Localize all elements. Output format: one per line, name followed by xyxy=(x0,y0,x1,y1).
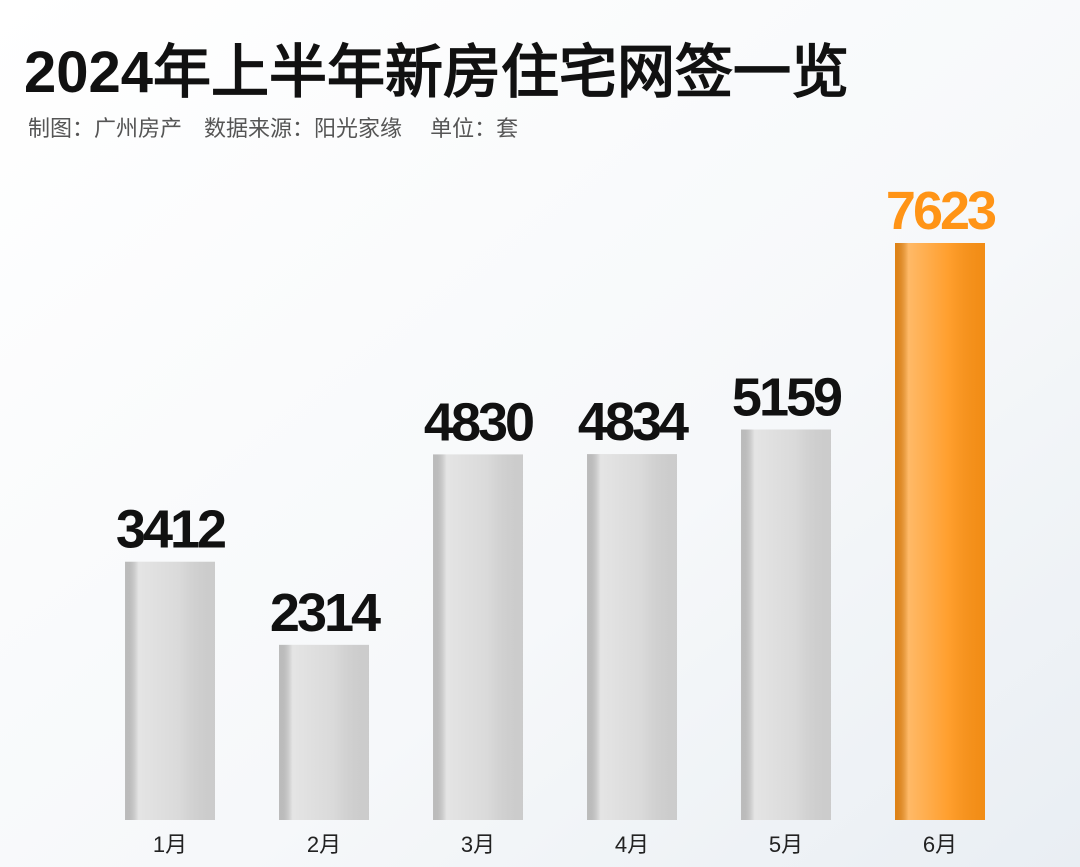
bar-shade xyxy=(433,454,523,820)
x-tick-label: 6月 xyxy=(923,832,957,857)
x-tick-label: 3月 xyxy=(461,832,495,857)
x-tick-label: 4月 xyxy=(615,832,649,857)
value-label: 5159 xyxy=(732,368,842,428)
bar-shade xyxy=(279,644,369,820)
chart-title: 2024年上半年新房住宅网签一览 xyxy=(24,40,849,105)
value-label: 7623 xyxy=(886,181,996,241)
bar-shade xyxy=(895,243,985,820)
chart-subtitle: 制图：广州房产 数据来源：阳光家缘 单位：套 xyxy=(28,116,518,141)
bar-shade xyxy=(125,561,215,820)
value-label: 4834 xyxy=(578,392,689,452)
value-label: 4830 xyxy=(424,392,533,452)
x-tick-label: 1月 xyxy=(153,832,187,857)
value-label: 2314 xyxy=(270,583,381,643)
bar-shade xyxy=(741,429,831,820)
value-label: 3412 xyxy=(116,500,225,560)
x-tick-label: 5月 xyxy=(769,832,803,857)
x-tick-label: 2月 xyxy=(307,832,341,857)
bar-shade xyxy=(587,454,677,820)
